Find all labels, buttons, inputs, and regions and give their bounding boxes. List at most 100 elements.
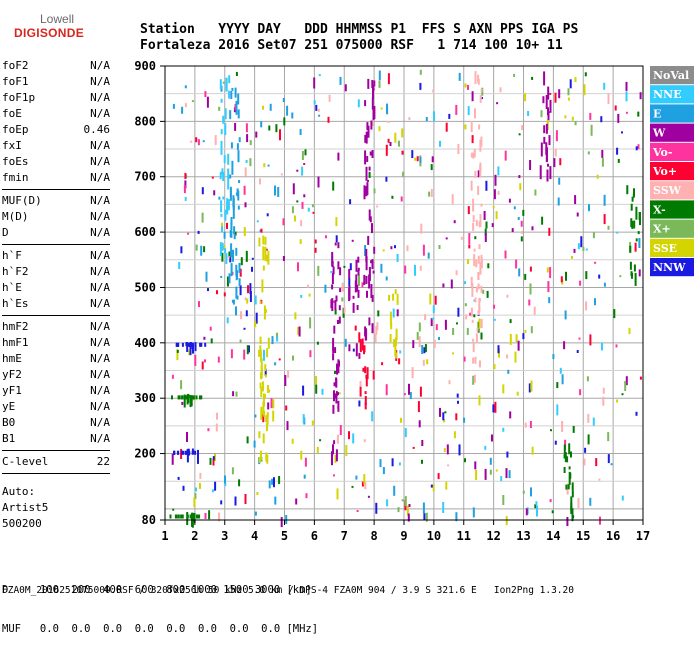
echo-mark xyxy=(598,274,601,279)
echo-mark xyxy=(279,129,281,141)
echo-mark xyxy=(341,297,344,302)
echo-mark xyxy=(262,105,264,110)
echo-mark xyxy=(321,388,324,395)
echo-mark xyxy=(234,496,237,506)
echo-trace xyxy=(545,95,548,109)
echo-trace xyxy=(181,514,184,519)
echo-mark xyxy=(292,183,295,195)
echo-mark xyxy=(522,333,525,340)
legend-label: NNW xyxy=(653,261,686,274)
echo-mark xyxy=(358,400,361,407)
echo-mark xyxy=(518,133,521,136)
echo-trace xyxy=(364,100,367,107)
echo-mark xyxy=(621,393,624,396)
echo-mark xyxy=(235,72,238,76)
echo-mark xyxy=(566,483,569,495)
echo-mark xyxy=(352,433,355,444)
echo-trace xyxy=(372,270,375,274)
logo-text-digisonde: DIGISONDE xyxy=(14,26,85,40)
x-tick-label: 17 xyxy=(636,529,650,543)
echo-mark xyxy=(221,222,223,228)
echo-mark xyxy=(411,150,414,159)
echo-mark xyxy=(389,142,392,146)
echo-mark xyxy=(472,507,475,518)
echo-mark xyxy=(607,454,610,464)
echo-mark xyxy=(496,102,499,105)
echo-mark xyxy=(497,190,500,195)
echo-mark xyxy=(176,349,179,353)
footer-tables: D 100 200 400 600 800 1000 1500 3000 [km… xyxy=(2,558,318,649)
echo-mark xyxy=(299,239,302,245)
echo-trace xyxy=(265,415,268,423)
echo-mark xyxy=(418,420,421,428)
legend-label: SSW xyxy=(653,184,682,197)
param-name: foEp xyxy=(2,123,29,136)
echo-mark xyxy=(286,105,289,116)
echo-mark xyxy=(511,228,514,233)
echo-trace xyxy=(260,387,263,397)
echo-mark xyxy=(220,275,223,278)
echo-mark xyxy=(404,265,407,274)
echo-mark xyxy=(364,245,367,256)
echo-trace xyxy=(358,352,361,359)
echo-mark xyxy=(239,339,242,343)
echo-trace xyxy=(474,356,477,364)
echo-mark xyxy=(587,434,590,445)
param-value: N/A xyxy=(90,59,110,72)
echo-mark xyxy=(434,295,437,305)
echo-mark xyxy=(484,468,487,480)
echo-trace xyxy=(480,203,483,207)
echo-trace xyxy=(238,137,241,143)
echo-trace xyxy=(334,393,337,399)
echo-mark xyxy=(613,309,616,319)
echo-mark xyxy=(616,399,619,403)
echo-mark xyxy=(246,298,249,304)
echo-mark xyxy=(390,246,393,250)
echo-mark xyxy=(464,303,467,307)
x-tick-label: 16 xyxy=(606,529,620,543)
echo-mark xyxy=(432,305,435,314)
echo-mark xyxy=(238,479,241,487)
legend-swatch xyxy=(650,162,694,181)
param-value: N/A xyxy=(90,432,110,445)
echo-mark xyxy=(416,156,419,162)
echo-mark xyxy=(594,298,596,306)
param-value: N/A xyxy=(90,210,110,223)
echo-trace xyxy=(570,506,573,515)
echo-mark xyxy=(457,400,459,404)
echo-mark xyxy=(529,160,532,170)
echo-mark xyxy=(313,77,316,89)
echo-trace xyxy=(184,450,187,455)
echo-trace xyxy=(171,395,173,400)
echo-mark xyxy=(421,459,423,464)
param-row: B1 N/A xyxy=(0,431,112,447)
echo-mark xyxy=(534,504,537,509)
auto-label: Auto: xyxy=(2,485,36,498)
echo-mark xyxy=(234,231,237,236)
echo-mark xyxy=(491,223,494,228)
echo-trace xyxy=(262,235,265,245)
echo-mark xyxy=(359,381,362,387)
echo-mark xyxy=(430,318,433,327)
x-tick-label: 13 xyxy=(516,529,530,543)
echo-mark xyxy=(216,412,218,420)
echo-mark xyxy=(497,166,500,176)
echo-mark xyxy=(224,483,227,487)
echo-mark xyxy=(425,512,428,522)
echo-mark xyxy=(444,319,447,330)
echo-mark xyxy=(336,488,339,500)
echo-mark xyxy=(482,289,485,294)
echo-trace xyxy=(571,508,574,522)
echo-mark xyxy=(505,516,508,526)
echo-mark xyxy=(569,79,572,89)
echo-trace xyxy=(479,298,481,302)
echo-trace xyxy=(334,300,337,311)
echo-mark xyxy=(584,72,587,77)
echo-trace xyxy=(365,377,368,387)
echo-mark xyxy=(478,395,481,406)
echo-mark xyxy=(351,485,354,488)
echo-trace xyxy=(542,96,545,104)
echo-mark xyxy=(266,213,269,217)
echo-mark xyxy=(481,97,483,100)
echo-mark xyxy=(314,239,317,244)
